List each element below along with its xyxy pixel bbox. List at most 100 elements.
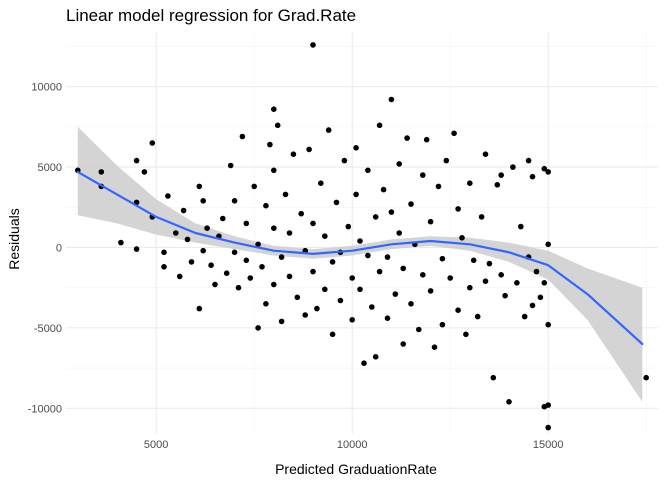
- data-point: [482, 278, 489, 285]
- data-point: [231, 198, 238, 204]
- data-point: [314, 305, 320, 312]
- data-point: [408, 201, 414, 207]
- data-point: [349, 317, 356, 323]
- data-point: [149, 140, 156, 146]
- data-point: [443, 157, 450, 164]
- data-point: [259, 264, 265, 270]
- data-point: [388, 209, 395, 215]
- data-point: [361, 360, 367, 367]
- data-point: [357, 286, 363, 293]
- data-point: [349, 275, 356, 281]
- data-point: [98, 169, 105, 175]
- data-point: [467, 284, 473, 291]
- data-point: [396, 230, 403, 236]
- data-point: [223, 270, 230, 277]
- data-point: [208, 262, 214, 269]
- data-point: [643, 374, 649, 381]
- data-point: [467, 180, 473, 186]
- data-point: [329, 331, 336, 338]
- data-point: [294, 294, 301, 301]
- data-point: [267, 141, 273, 148]
- data-point: [474, 313, 481, 320]
- data-point: [271, 225, 277, 231]
- data-point: [482, 151, 489, 157]
- y-tick-labels: -10000 -5000 0 5000 10000: [28, 82, 62, 416]
- data-point: [173, 230, 179, 236]
- y-tick-label: 5000: [38, 162, 62, 174]
- data-point: [286, 273, 293, 280]
- data-point: [196, 183, 203, 190]
- data-point: [455, 206, 461, 212]
- data-point: [392, 291, 399, 297]
- data-point: [388, 96, 395, 103]
- data-point: [341, 157, 348, 164]
- data-point: [271, 281, 277, 288]
- data-point: [545, 402, 551, 408]
- data-point: [435, 183, 442, 190]
- x-axis-title: Predicted GraduationRate: [275, 461, 437, 477]
- data-point: [118, 239, 124, 246]
- data-point: [204, 225, 210, 231]
- data-point: [498, 272, 505, 278]
- x-tick-label: 15000: [533, 439, 564, 451]
- data-point: [545, 321, 551, 328]
- data-point: [263, 202, 269, 209]
- data-point: [494, 182, 501, 188]
- data-point: [278, 318, 285, 325]
- data-point: [141, 169, 148, 175]
- data-point: [310, 220, 316, 227]
- data-point: [212, 281, 218, 288]
- data-point: [357, 238, 363, 244]
- data-point: [200, 247, 206, 254]
- data-point: [447, 275, 454, 281]
- data-point: [235, 284, 242, 291]
- data-point: [322, 233, 328, 239]
- data-point: [239, 133, 246, 140]
- data-point: [251, 183, 257, 190]
- data-point: [384, 254, 391, 260]
- data-point: [451, 130, 457, 137]
- data-point: [243, 220, 250, 227]
- data-point: [247, 275, 254, 281]
- data-point: [384, 315, 391, 322]
- data-point: [400, 265, 407, 272]
- data-point: [333, 199, 340, 206]
- data-point: [310, 42, 316, 48]
- data-point: [400, 341, 407, 347]
- data-point: [423, 136, 430, 143]
- data-point: [439, 321, 446, 328]
- x-tick-labels: 5000 10000 15000: [144, 439, 564, 451]
- data-point: [498, 172, 505, 178]
- loess-line: [76, 170, 644, 346]
- data-point: [329, 259, 336, 265]
- data-point: [231, 249, 238, 256]
- data-point: [353, 191, 359, 198]
- y-tick-label: -10000: [28, 403, 62, 415]
- data-point: [133, 157, 140, 164]
- data-point: [537, 294, 544, 301]
- data-point: [365, 167, 371, 174]
- data-point: [369, 304, 375, 310]
- data-point: [302, 312, 309, 318]
- data-point: [345, 223, 352, 230]
- data-point: [427, 288, 434, 294]
- data-point: [420, 172, 426, 178]
- data-point: [271, 106, 277, 112]
- chart-title: Linear model regression for Grad.Rate: [66, 6, 356, 25]
- data-point: [227, 162, 234, 169]
- data-point: [506, 399, 512, 405]
- y-tick-label: 10000: [31, 82, 62, 94]
- data-point: [372, 214, 379, 220]
- data-point: [529, 302, 536, 309]
- data-point: [278, 254, 285, 260]
- data-point: [545, 424, 551, 431]
- data-point: [541, 280, 548, 286]
- data-point: [518, 223, 524, 230]
- data-point: [521, 313, 528, 320]
- data-point: [459, 235, 465, 241]
- data-point: [282, 191, 289, 198]
- y-tick-label: -5000: [34, 323, 62, 335]
- data-point: [408, 301, 414, 307]
- data-point: [176, 273, 183, 280]
